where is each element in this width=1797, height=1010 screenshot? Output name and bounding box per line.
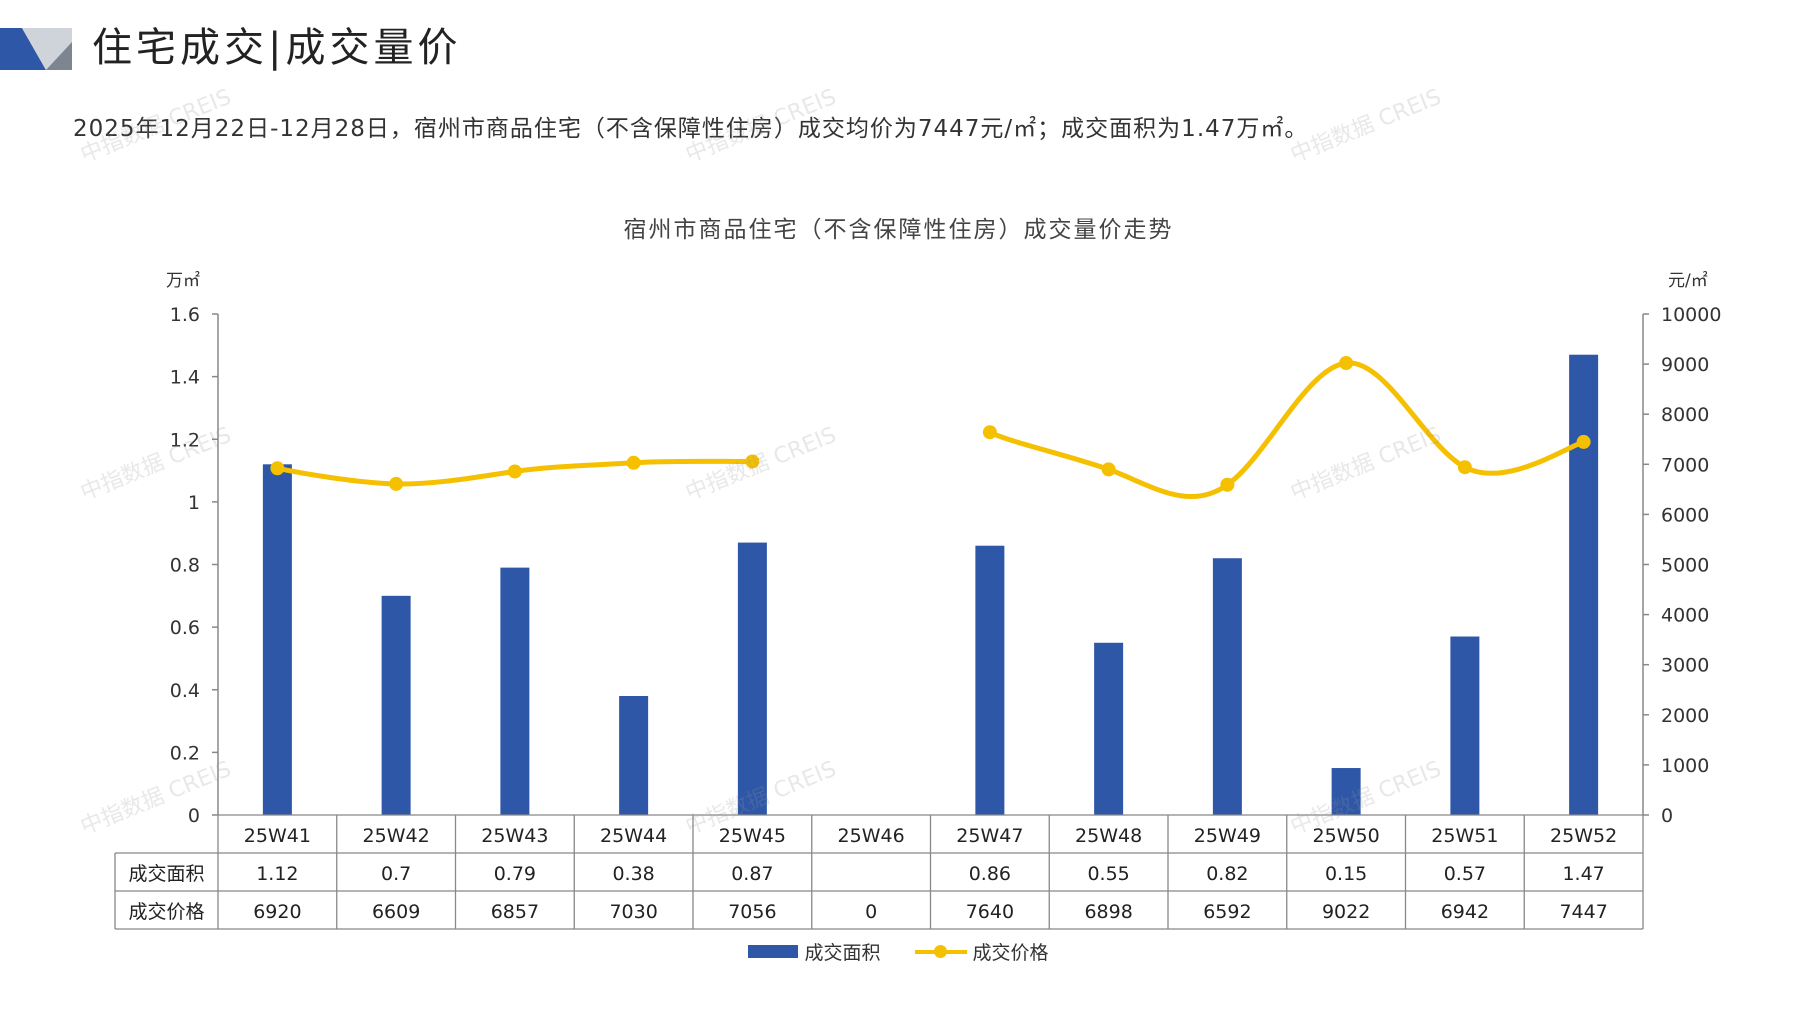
bar-25W41 <box>262 464 292 815</box>
left-tick-label: 1.4 <box>170 367 200 389</box>
left-tick-label: 1 <box>188 492 200 514</box>
summary-text: 2025年12月22日-12月28日，宿州市商品住宅（不含保障性住房）成交均价为… <box>73 116 1309 142</box>
table-cell-price: 7447 <box>1559 901 1607 923</box>
table-cell-area: 0.86 <box>969 863 1011 885</box>
category-label: 25W49 <box>1194 825 1261 847</box>
category-label: 25W41 <box>244 825 311 847</box>
legend-label-area: 成交面积 <box>804 942 881 964</box>
price-point-25W47 <box>982 425 997 440</box>
right-tick-label: 2000 <box>1661 705 1709 727</box>
bar-25W45 <box>737 542 767 815</box>
price-point-25W42 <box>389 476 404 491</box>
right-tick-label: 10000 <box>1661 304 1721 326</box>
price-point-25W41 <box>270 461 285 476</box>
price-point-25W51 <box>1457 460 1472 475</box>
category-label: 25W44 <box>600 825 667 847</box>
table-cell-area: 0.87 <box>731 863 773 885</box>
header-logo <box>0 28 72 70</box>
chart-title: 宿州市商品住宅（不含保障性住房）成交量价走势 <box>623 217 1174 243</box>
table-row-label-price: 成交价格 <box>128 901 204 923</box>
table-cell-area: 0.82 <box>1206 863 1248 885</box>
bar-25W51 <box>1450 636 1480 815</box>
price-point-25W48 <box>1101 462 1116 477</box>
category-label: 25W43 <box>481 825 548 847</box>
table-cell-price: 6920 <box>253 901 301 923</box>
table-cell-area: 0.57 <box>1444 863 1486 885</box>
left-tick-label: 1.6 <box>170 304 200 326</box>
legend-bar-swatch <box>748 945 799 958</box>
table-cell-price: 6609 <box>372 901 420 923</box>
category-label: 25W52 <box>1550 825 1617 847</box>
price-point-25W49 <box>1220 477 1235 492</box>
price-point-25W43 <box>507 464 522 479</box>
bar-25W49 <box>1212 558 1242 815</box>
right-tick-label: 3000 <box>1661 655 1709 677</box>
legend-item-area: 成交面积 <box>748 938 881 965</box>
table-cell-price: 7030 <box>609 901 657 923</box>
price-point-25W52 <box>1576 434 1591 449</box>
price-line-segment-1 <box>987 360 1587 499</box>
category-label: 25W46 <box>838 825 905 847</box>
right-tick-label: 1000 <box>1661 755 1709 777</box>
left-tick-label: 0.2 <box>170 742 200 764</box>
table-cell-price: 6857 <box>491 901 539 923</box>
table-cell-area: 0.15 <box>1325 863 1367 885</box>
table-cell-price: 6592 <box>1203 901 1251 923</box>
right-tick-label: 9000 <box>1661 354 1709 376</box>
category-label: 25W47 <box>956 825 1023 847</box>
table-cell-area: 0.38 <box>612 863 654 885</box>
table-cell-area: 1.47 <box>1562 863 1604 885</box>
bar-25W48 <box>1094 642 1124 815</box>
left-tick-label: 0.8 <box>170 555 200 577</box>
category-label: 25W42 <box>363 825 430 847</box>
legend-item-price: 成交价格 <box>914 938 1049 965</box>
price-point-25W44 <box>626 455 641 470</box>
right-tick-label: 5000 <box>1661 555 1709 577</box>
legend-label-price: 成交价格 <box>972 942 1049 964</box>
table-row-label-area: 成交面积 <box>128 863 204 885</box>
table-cell-price: 6898 <box>1084 901 1132 923</box>
bar-25W44 <box>619 696 649 815</box>
price-point-25W50 <box>1339 355 1354 370</box>
table-cell-price: 9022 <box>1322 901 1370 923</box>
category-label: 25W45 <box>719 825 786 847</box>
bar-25W43 <box>500 567 530 815</box>
table-cell-price: 0 <box>865 901 877 923</box>
left-tick-label: 0.4 <box>170 680 200 702</box>
left-tick-label: 0.6 <box>170 617 200 639</box>
price-point-25W45 <box>745 454 760 469</box>
category-label: 25W50 <box>1313 825 1380 847</box>
right-tick-label: 6000 <box>1661 504 1709 526</box>
page-title: 住宅成交|成交量价 <box>92 25 462 71</box>
table-cell-price: 6942 <box>1441 901 1489 923</box>
bar-25W47 <box>975 545 1005 815</box>
legend: 成交面积 成交价格 <box>0 938 1797 965</box>
category-label: 25W51 <box>1431 825 1498 847</box>
bar-25W42 <box>381 595 411 815</box>
left-tick-label: 1.2 <box>170 429 200 451</box>
category-label: 25W48 <box>1075 825 1142 847</box>
right-axis-unit: 元/㎡ <box>1668 271 1708 291</box>
right-tick-label: 7000 <box>1661 454 1709 476</box>
left-axis-unit: 万㎡ <box>166 271 200 291</box>
table-cell-area: 0.79 <box>494 863 536 885</box>
table-cell-price: 7056 <box>728 901 776 923</box>
table-cell-area: 0.55 <box>1087 863 1129 885</box>
table-cell-price: 7640 <box>966 901 1014 923</box>
bar-25W52 <box>1569 354 1599 815</box>
right-tick-label: 0 <box>1661 805 1673 827</box>
bar-25W50 <box>1331 768 1361 815</box>
right-tick-label: 8000 <box>1661 404 1709 426</box>
right-tick-label: 4000 <box>1661 605 1709 627</box>
left-tick-label: 0 <box>188 805 200 827</box>
table-cell-area: 1.12 <box>256 863 298 885</box>
legend-line-swatch <box>914 945 967 958</box>
table-cell-area: 0.7 <box>381 863 411 885</box>
